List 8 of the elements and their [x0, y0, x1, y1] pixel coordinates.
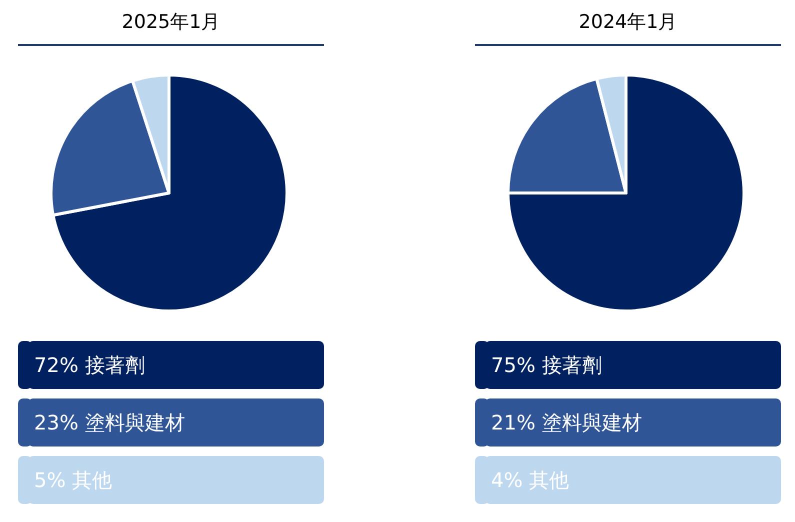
legend-label: 72% 接著劑 [34, 353, 145, 377]
chart-title: 2024年1月 [578, 11, 678, 33]
chart-title: 2025年1月 [122, 11, 220, 33]
legend-label: 21% 塗料與建材 [491, 410, 642, 434]
legend-label: 5% 其他 [34, 468, 112, 492]
legend-label: 4% 其他 [491, 468, 570, 492]
legend-label: 75% 接著劑 [491, 353, 602, 377]
legend-label: 23% 塗料與建材 [34, 410, 185, 434]
